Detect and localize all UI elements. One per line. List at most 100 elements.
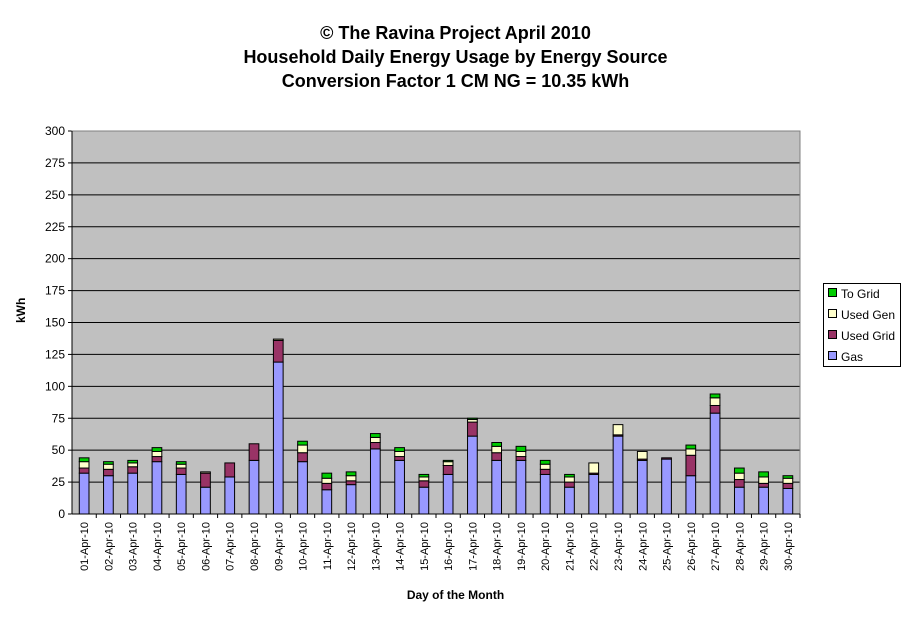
legend-swatch-to-grid (828, 288, 837, 297)
y-tick-label: 125 (45, 347, 65, 361)
bar-segment (491, 459, 503, 515)
x-tick-label: 14-Apr-10 (395, 522, 407, 571)
y-axis-label: kWh (14, 297, 28, 323)
bar-segment (588, 462, 600, 474)
bar-segment (636, 459, 648, 515)
bar-segment (491, 442, 503, 447)
x-tick-label: 15-Apr-10 (419, 522, 431, 571)
legend-item-used-gen: Used Gen (828, 308, 895, 322)
x-tick-label: 19-Apr-10 (516, 522, 528, 571)
y-tick-label: 100 (45, 379, 65, 393)
bar-segment (272, 361, 284, 515)
legend-item-used-grid: Used Grid (828, 329, 895, 343)
x-tick-label: 10-Apr-10 (298, 522, 310, 571)
x-tick-label: 21-Apr-10 (564, 522, 576, 571)
bar-segment (685, 475, 697, 515)
bar-segment (467, 417, 478, 421)
bar-segment (394, 450, 405, 458)
bar-segment (758, 471, 769, 478)
x-tick-label: 06-Apr-10 (200, 522, 212, 571)
bar-segment (127, 472, 139, 515)
x-tick-label: 02-Apr-10 (103, 522, 115, 571)
bar-segment (661, 457, 672, 460)
legend-swatch-used-gen (828, 309, 837, 318)
bar-segment (224, 476, 236, 515)
bar-segment (709, 412, 721, 515)
bar-segment (345, 484, 357, 515)
y-tick-label: 25 (52, 475, 66, 489)
y-tick-label: 225 (45, 220, 65, 234)
bar-segment (297, 461, 308, 515)
x-tick-label: 29-Apr-10 (759, 522, 771, 571)
bar-segment (418, 476, 430, 482)
bar-segment (515, 459, 527, 515)
y-tick-label: 50 (52, 443, 66, 457)
legend-swatch-used-grid (828, 330, 837, 339)
bar-segment (758, 482, 769, 488)
bar-segment (151, 461, 163, 515)
bar-segment (709, 397, 721, 406)
bar-segment (782, 477, 794, 484)
x-tick-label: 03-Apr-10 (128, 522, 140, 571)
bar-segment (321, 489, 333, 515)
x-tick-label: 23-Apr-10 (613, 522, 625, 571)
bar-segment (588, 473, 600, 515)
x-tick-label: 11-Apr-10 (322, 522, 334, 570)
bar-segment (297, 444, 308, 454)
bar-segment (442, 464, 454, 475)
bar-segment (297, 452, 308, 463)
x-axis-label: Day of the Month (406, 588, 505, 602)
bar-segment (103, 468, 114, 477)
y-tick-label: 200 (45, 252, 65, 266)
bar-segment (369, 433, 381, 438)
bar-segment (127, 462, 139, 468)
x-tick-label: 30-Apr-10 (783, 522, 795, 571)
legend-label-used-grid: Used Grid (841, 329, 896, 343)
bar-segment (442, 459, 454, 463)
bar-segment (175, 467, 187, 475)
bar-segment (758, 476, 769, 484)
y-tick-label: 0 (58, 507, 65, 521)
bar-segment (151, 450, 163, 458)
bar-segment (467, 435, 478, 515)
y-tick-label: 75 (52, 411, 66, 425)
bar-segment (151, 456, 163, 463)
bar-segment (200, 472, 211, 488)
bar-segment (539, 473, 551, 515)
y-tick-label: 175 (45, 284, 65, 298)
bar-segment (782, 482, 794, 489)
bar-segment (418, 486, 430, 515)
x-tick-label: 01-Apr-10 (79, 522, 91, 571)
bar-segment (175, 461, 187, 465)
bar-segment (321, 477, 333, 484)
bar-segment (782, 475, 794, 479)
bar-segment (733, 479, 745, 488)
bar-segment (685, 448, 697, 456)
bar-segment (733, 472, 745, 481)
legend-item-gas: Gas (828, 350, 863, 364)
legend-item-to-grid: To Grid (828, 287, 880, 301)
bar-segment (442, 461, 454, 466)
x-tick-label: 27-Apr-10 (710, 522, 722, 571)
x-tick-label: 16-Apr-10 (443, 522, 455, 571)
bar-segment (564, 486, 575, 515)
legend: To Grid Used Gen Used Grid Gas (823, 283, 901, 367)
bar-segment (321, 482, 333, 491)
bar-segment (515, 450, 527, 458)
legend-label-used-gen: Used Gen (841, 308, 896, 322)
bar-segment (491, 452, 503, 461)
bar-segment (709, 393, 721, 399)
bar-segment (175, 463, 187, 469)
x-tick-label: 25-Apr-10 (662, 522, 674, 571)
bar-segment (78, 467, 90, 474)
bar-segment (272, 339, 284, 363)
bar-segment (297, 440, 308, 446)
bar-segment (491, 445, 503, 454)
bar-segment (200, 486, 211, 515)
bar-segment (418, 473, 430, 478)
bar-segment (127, 466, 139, 474)
bar-segment (151, 447, 163, 452)
x-tick-label: 18-Apr-10 (492, 522, 504, 571)
bar-segment (321, 472, 333, 479)
x-tick-label: 08-Apr-10 (249, 522, 261, 571)
